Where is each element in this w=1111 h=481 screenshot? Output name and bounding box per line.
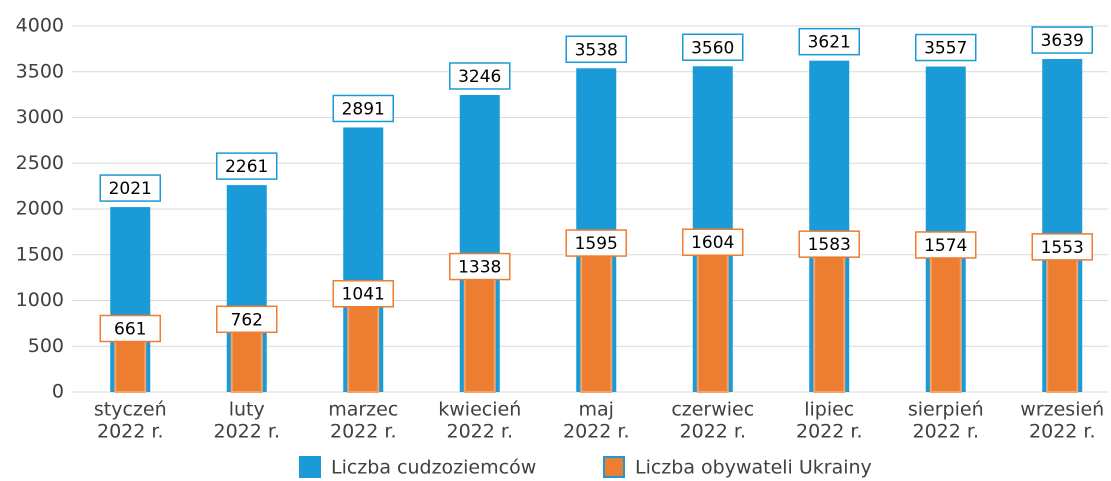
x-tick-label: 2022 r. bbox=[1029, 421, 1096, 443]
x-tick-label: 2022 r. bbox=[913, 421, 980, 443]
x-tick-label: 2022 r. bbox=[97, 421, 164, 443]
value-label: 1041 bbox=[342, 285, 385, 305]
y-tick-label: 2500 bbox=[16, 152, 64, 174]
legend-label: Liczba cudzoziemców bbox=[331, 457, 536, 479]
x-tick-label: marzec bbox=[328, 399, 398, 421]
value-label: 3246 bbox=[458, 67, 501, 87]
value-label-box bbox=[216, 152, 278, 180]
bar bbox=[347, 295, 380, 394]
value-label-box bbox=[798, 230, 860, 258]
value-label-box bbox=[1031, 26, 1093, 54]
y-tick-label: 1000 bbox=[16, 289, 64, 311]
value-label-box bbox=[216, 305, 278, 334]
x-tick-label: 2022 r. bbox=[330, 421, 397, 443]
y-tick-label: 500 bbox=[28, 335, 64, 357]
x-tick-label: styczeń bbox=[94, 399, 167, 421]
bar bbox=[1046, 248, 1079, 393]
value-label-box bbox=[449, 252, 511, 281]
x-tick-label: 2022 r. bbox=[796, 421, 863, 443]
x-tick-label: kwiecień bbox=[438, 399, 521, 421]
bar bbox=[696, 244, 729, 393]
value-label: 2021 bbox=[109, 179, 152, 199]
y-tick-label: 3000 bbox=[16, 106, 64, 128]
value-label: 1604 bbox=[691, 233, 734, 253]
x-tick-label: sierpień bbox=[908, 399, 984, 421]
x-tick-label: 2022 r. bbox=[563, 421, 630, 443]
value-label-box bbox=[332, 279, 394, 308]
value-label-box bbox=[565, 229, 627, 257]
value-label-box bbox=[682, 33, 744, 62]
y-tick-label: 0 bbox=[52, 381, 64, 403]
y-tick-label: 1500 bbox=[16, 243, 64, 265]
value-label-box bbox=[798, 27, 860, 56]
x-tick-label: luty bbox=[229, 399, 265, 421]
x-tick-label: wrzesień bbox=[1020, 399, 1104, 421]
value-label-box bbox=[915, 33, 977, 62]
bar bbox=[580, 245, 613, 393]
x-tick-label: lipiec bbox=[804, 399, 854, 421]
value-label-box bbox=[915, 231, 977, 259]
value-label: 1553 bbox=[1041, 238, 1084, 258]
value-label: 3560 bbox=[691, 38, 734, 58]
value-label: 3538 bbox=[575, 40, 618, 60]
value-label: 3557 bbox=[924, 39, 967, 59]
value-label: 3621 bbox=[808, 33, 851, 53]
value-label-box bbox=[99, 174, 161, 202]
bar bbox=[463, 268, 496, 393]
y-tick-label: 4000 bbox=[16, 15, 64, 37]
x-tick-label: maj bbox=[579, 399, 614, 421]
value-label-box bbox=[449, 62, 511, 90]
value-label-box bbox=[99, 314, 161, 343]
value-label: 2891 bbox=[342, 99, 385, 119]
value-label-box bbox=[565, 35, 627, 64]
value-label: 661 bbox=[114, 320, 146, 340]
y-tick-label: 3500 bbox=[16, 60, 64, 82]
value-label-box bbox=[1031, 233, 1093, 261]
x-tick-label: 2022 r. bbox=[447, 421, 514, 443]
x-tick-label: 2022 r. bbox=[214, 421, 281, 443]
x-tick-label: 2022 r. bbox=[680, 421, 747, 443]
value-label-box bbox=[682, 228, 744, 256]
value-label: 1338 bbox=[458, 258, 501, 278]
value-label: 1583 bbox=[808, 235, 851, 255]
value-label: 762 bbox=[231, 310, 263, 330]
bar bbox=[813, 246, 846, 393]
value-label: 3639 bbox=[1041, 31, 1084, 51]
bar bbox=[929, 246, 962, 393]
value-label: 1574 bbox=[924, 236, 967, 256]
legend-swatch bbox=[299, 456, 321, 478]
x-tick-label: czerwiec bbox=[671, 399, 754, 421]
value-label: 2261 bbox=[225, 157, 268, 177]
y-tick-label: 2000 bbox=[16, 198, 64, 220]
value-label-box bbox=[332, 94, 394, 123]
legend-label: Liczba obywateli Ukrainy bbox=[635, 457, 872, 479]
legend-swatch bbox=[603, 456, 625, 478]
value-label: 1595 bbox=[575, 234, 618, 254]
bar bbox=[230, 321, 263, 394]
